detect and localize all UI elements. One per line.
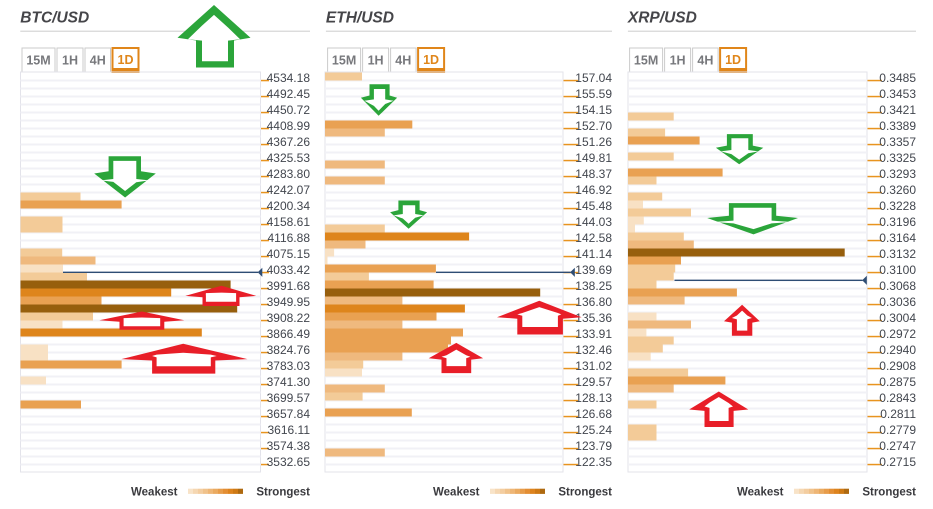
svg-text:3949.95: 3949.95	[267, 295, 311, 309]
svg-text:0.2940: 0.2940	[879, 343, 916, 357]
svg-text:Strongest: Strongest	[558, 486, 612, 498]
svg-text:15M: 15M	[26, 53, 50, 67]
svg-text:4200.34: 4200.34	[267, 199, 311, 213]
svg-text:ETH/USD: ETH/USD	[326, 10, 394, 27]
svg-text:155.59: 155.59	[575, 87, 612, 101]
svg-text:4367.26: 4367.26	[267, 135, 311, 149]
svg-text:142.58: 142.58	[575, 231, 612, 245]
svg-text:3783.03: 3783.03	[267, 359, 311, 373]
svg-text:0.3164: 0.3164	[879, 231, 916, 245]
svg-text:4116.88: 4116.88	[268, 231, 311, 245]
svg-text:126.68: 126.68	[575, 407, 612, 421]
svg-text:4325.53: 4325.53	[267, 151, 311, 165]
svg-text:138.25: 138.25	[575, 279, 612, 293]
svg-text:125.24: 125.24	[575, 423, 612, 437]
svg-text:1H: 1H	[62, 53, 78, 67]
svg-text:3866.49: 3866.49	[267, 327, 311, 341]
svg-text:146.92: 146.92	[575, 183, 612, 197]
svg-text:0.3260: 0.3260	[879, 183, 916, 197]
svg-text:0.2972: 0.2972	[879, 327, 916, 341]
svg-text:132.46: 132.46	[575, 343, 612, 357]
svg-text:1D: 1D	[725, 53, 741, 67]
svg-text:141.14: 141.14	[575, 247, 612, 261]
svg-text:3616.11: 3616.11	[268, 423, 311, 437]
svg-text:3824.76: 3824.76	[267, 343, 311, 357]
svg-text:0.2875: 0.2875	[879, 375, 916, 389]
svg-text:15M: 15M	[634, 53, 658, 67]
svg-text:4450.72: 4450.72	[267, 103, 311, 117]
svg-text:0.3357: 0.3357	[879, 135, 916, 149]
svg-text:0.3293: 0.3293	[879, 167, 916, 181]
svg-text:Strongest: Strongest	[256, 486, 310, 498]
svg-text:0.2843: 0.2843	[879, 391, 916, 405]
svg-text:0.3228: 0.3228	[879, 199, 916, 213]
svg-text:4033.42: 4033.42	[267, 263, 311, 277]
svg-text:3991.68: 3991.68	[267, 279, 311, 293]
svg-text:133.91: 133.91	[575, 327, 612, 341]
svg-text:145.48: 145.48	[575, 199, 612, 213]
svg-text:1D: 1D	[118, 53, 134, 67]
svg-text:1H: 1H	[368, 53, 384, 67]
svg-text:Weakest: Weakest	[131, 486, 178, 498]
svg-text:152.70: 152.70	[575, 119, 612, 133]
svg-text:3699.57: 3699.57	[267, 391, 311, 405]
svg-text:0.3004: 0.3004	[879, 311, 916, 325]
svg-text:4534.18: 4534.18	[267, 71, 311, 85]
svg-text:4408.99: 4408.99	[267, 119, 311, 133]
svg-text:0.2908: 0.2908	[879, 359, 916, 373]
svg-text:0.3196: 0.3196	[879, 215, 916, 229]
svg-text:3741.30: 3741.30	[267, 375, 311, 389]
svg-text:0.2811: 0.2811	[880, 407, 916, 421]
svg-text:4H: 4H	[90, 53, 106, 67]
svg-text:151.26: 151.26	[575, 135, 612, 149]
svg-text:3657.84: 3657.84	[267, 407, 311, 421]
svg-text:0.3421: 0.3421	[879, 103, 916, 117]
svg-text:131.02: 131.02	[575, 359, 612, 373]
svg-text:122.35: 122.35	[575, 455, 612, 469]
svg-text:0.3325: 0.3325	[879, 151, 916, 165]
svg-text:136.80: 136.80	[575, 295, 612, 309]
svg-text:XRP/USD: XRP/USD	[627, 10, 697, 27]
svg-text:15M: 15M	[332, 53, 356, 67]
svg-text:Strongest: Strongest	[862, 486, 916, 498]
svg-text:4492.45: 4492.45	[267, 87, 311, 101]
svg-text:1D: 1D	[423, 53, 439, 67]
svg-text:Weakest: Weakest	[433, 486, 480, 498]
svg-text:3574.38: 3574.38	[267, 439, 311, 453]
svg-text:123.79: 123.79	[575, 439, 612, 453]
svg-text:0.3068: 0.3068	[879, 279, 916, 293]
svg-text:0.3485: 0.3485	[879, 71, 916, 85]
svg-text:4H: 4H	[697, 53, 713, 67]
svg-text:129.57: 129.57	[575, 375, 612, 389]
svg-text:0.2747: 0.2747	[879, 439, 916, 453]
svg-text:157.04: 157.04	[575, 71, 612, 85]
svg-text:148.37: 148.37	[575, 167, 612, 181]
svg-text:0.3036: 0.3036	[879, 295, 916, 309]
svg-text:0.2715: 0.2715	[879, 455, 916, 469]
svg-text:0.3100: 0.3100	[879, 263, 916, 277]
svg-text:4158.61: 4158.61	[267, 215, 311, 229]
svg-text:4283.80: 4283.80	[267, 167, 311, 181]
svg-text:0.3132: 0.3132	[879, 247, 916, 261]
svg-text:0.2779: 0.2779	[879, 423, 916, 437]
svg-text:128.13: 128.13	[575, 391, 612, 405]
svg-text:149.81: 149.81	[575, 151, 612, 165]
svg-text:3532.65: 3532.65	[267, 455, 311, 469]
svg-text:0.3453: 0.3453	[879, 87, 916, 101]
svg-text:4H: 4H	[395, 53, 411, 67]
svg-text:BTC/USD: BTC/USD	[20, 10, 89, 27]
svg-text:154.15: 154.15	[575, 103, 612, 117]
svg-text:4075.15: 4075.15	[267, 247, 311, 261]
svg-text:3908.22: 3908.22	[267, 311, 311, 325]
svg-text:139.69: 139.69	[575, 263, 612, 277]
svg-text:Weakest: Weakest	[737, 486, 784, 498]
svg-text:0.3389: 0.3389	[879, 119, 916, 133]
svg-text:1H: 1H	[670, 53, 686, 67]
svg-text:4242.07: 4242.07	[267, 183, 311, 197]
svg-text:135.36: 135.36	[575, 311, 612, 325]
svg-text:144.03: 144.03	[575, 215, 612, 229]
